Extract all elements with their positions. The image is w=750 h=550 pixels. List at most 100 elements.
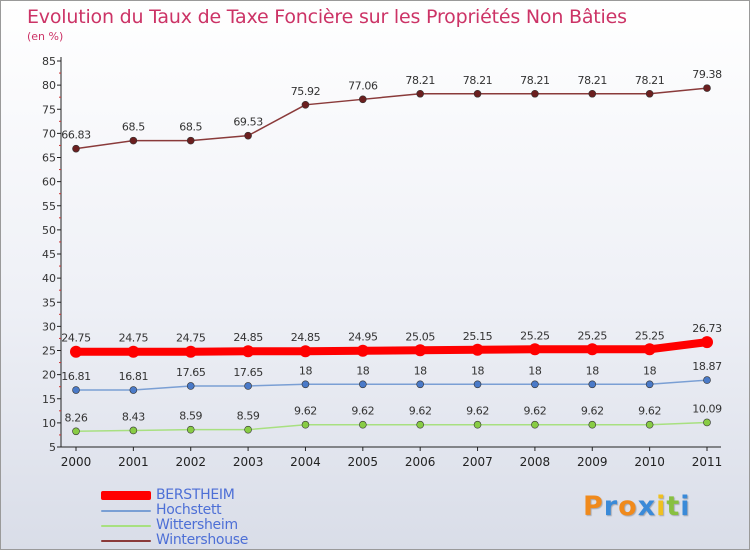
data-point-wittersheim bbox=[359, 420, 367, 429]
data-label-wittersheim: 10.09 bbox=[692, 402, 722, 415]
data-label-wintershouse: 78.21 bbox=[463, 74, 493, 87]
data-point-berstheim bbox=[643, 343, 656, 356]
data-point-berstheim bbox=[184, 345, 197, 358]
x-tick-label: 2003 bbox=[233, 455, 264, 469]
data-point-hochstett bbox=[359, 380, 367, 389]
data-point-wintershouse bbox=[645, 89, 654, 98]
data-label-wintershouse: 68.5 bbox=[179, 121, 202, 134]
legend-label-wittersheim: Wittersheim bbox=[156, 517, 238, 533]
x-tick-label: 2008 bbox=[520, 455, 551, 469]
data-label-hochstett: 16.81 bbox=[61, 370, 91, 383]
y-tick-label: 40 bbox=[42, 272, 56, 285]
y-tick-label: 30 bbox=[42, 320, 56, 333]
data-point-wittersheim bbox=[703, 418, 711, 427]
data-label-wittersheim: 8.43 bbox=[122, 410, 145, 423]
data-label-wintershouse: 78.21 bbox=[635, 74, 665, 87]
data-label-wittersheim: 9.62 bbox=[523, 405, 546, 418]
chart-subtitle: (en %) bbox=[27, 30, 64, 43]
y-tick-label: 80 bbox=[42, 79, 56, 92]
y-tick-label: 10 bbox=[42, 417, 56, 430]
series-line-hochstett bbox=[75, 379, 708, 391]
logo-letter: o bbox=[618, 491, 638, 522]
y-tick-label: 20 bbox=[42, 369, 56, 382]
data-point-wittersheim bbox=[129, 426, 138, 435]
data-point-wintershouse bbox=[473, 89, 482, 98]
x-tick-label: 2002 bbox=[175, 455, 206, 469]
data-point-berstheim bbox=[528, 343, 541, 356]
data-point-wintershouse bbox=[301, 101, 310, 109]
y-tick-label: 60 bbox=[42, 176, 56, 189]
chart-title: Evolution du Taux de Taxe Foncière sur l… bbox=[27, 6, 627, 28]
data-point-wittersheim bbox=[186, 425, 195, 434]
data-point-wittersheim bbox=[301, 420, 310, 429]
data-point-wittersheim bbox=[645, 420, 654, 429]
y-tick-label: 5 bbox=[49, 441, 56, 454]
data-label-berstheim: 24.75 bbox=[176, 332, 206, 345]
series-layer: 66.83 68.5 68.5 69.53 75.92 77.06 78.21 78.21 78… bbox=[61, 68, 723, 436]
data-point-wintershouse bbox=[359, 95, 367, 104]
data-point-wintershouse bbox=[416, 89, 424, 98]
y-tick-label: 35 bbox=[42, 296, 56, 309]
y-tick-label: 25 bbox=[42, 345, 56, 358]
data-point-hochstett bbox=[72, 386, 80, 394]
data-label-hochstett: 18 bbox=[356, 364, 370, 377]
data-point-hochstett bbox=[129, 386, 138, 394]
x-tick-label: 2000 bbox=[61, 455, 92, 469]
data-label-wintershouse: 78.21 bbox=[520, 74, 550, 87]
logo-letter: i bbox=[680, 491, 691, 522]
data-point-hochstett bbox=[703, 376, 711, 384]
data-label-wintershouse: 69.53 bbox=[233, 116, 263, 129]
data-label-berstheim: 24.95 bbox=[348, 331, 378, 344]
data-point-wintershouse bbox=[588, 89, 597, 98]
data-point-berstheim bbox=[471, 343, 484, 356]
proxiti-logo: Proxiti bbox=[583, 491, 691, 522]
y-tick-label: 75 bbox=[42, 103, 56, 116]
y-tick-label: 15 bbox=[42, 393, 56, 406]
data-point-wittersheim bbox=[244, 425, 252, 434]
data-point-hochstett bbox=[645, 380, 654, 389]
data-label-wintershouse: 79.38 bbox=[692, 68, 722, 81]
data-label-hochstett: 17.65 bbox=[233, 366, 263, 379]
data-label-wittersheim: 9.62 bbox=[466, 405, 489, 418]
y-tick-label: 55 bbox=[42, 200, 56, 213]
data-label-wittersheim: 8.59 bbox=[179, 410, 202, 423]
x-tick-label: 2011 bbox=[692, 455, 723, 469]
data-point-hochstett bbox=[416, 380, 424, 389]
data-point-wittersheim bbox=[588, 420, 597, 429]
series-line-berstheim bbox=[72, 338, 711, 356]
logo-letter: r bbox=[603, 491, 619, 522]
data-label-wintershouse: 68.5 bbox=[122, 121, 145, 134]
data-label-wittersheim: 9.62 bbox=[409, 405, 432, 418]
data-point-hochstett bbox=[588, 380, 597, 389]
data-label-wittersheim: 9.62 bbox=[294, 405, 317, 418]
data-point-berstheim bbox=[299, 345, 312, 358]
data-point-wittersheim bbox=[72, 427, 80, 436]
legend-label-berstheim: BERSTHEIM bbox=[156, 487, 235, 503]
data-point-wintershouse bbox=[244, 131, 252, 140]
legend-swatch-wintershouse bbox=[101, 540, 151, 542]
data-point-wintershouse bbox=[72, 144, 80, 153]
data-label-berstheim: 24.75 bbox=[61, 332, 91, 345]
data-point-berstheim bbox=[701, 336, 713, 349]
data-label-wintershouse: 66.83 bbox=[61, 129, 91, 142]
y-tick-label: 50 bbox=[42, 224, 56, 237]
data-point-berstheim bbox=[127, 345, 140, 358]
data-label-berstheim: 25.05 bbox=[405, 330, 435, 343]
data-point-berstheim bbox=[586, 343, 599, 356]
data-label-wintershouse: 75.92 bbox=[291, 85, 321, 98]
data-point-wittersheim bbox=[416, 420, 424, 429]
data-point-wintershouse bbox=[703, 84, 711, 92]
data-label-hochstett: 18 bbox=[471, 364, 485, 377]
data-label-wintershouse: 77.06 bbox=[348, 79, 378, 92]
legend-label-hochstett: Hochstett bbox=[156, 502, 222, 518]
y-tick-label: 70 bbox=[42, 127, 56, 140]
legend-label-wintershouse: Wintershouse bbox=[156, 532, 249, 548]
data-label-hochstett: 18 bbox=[414, 364, 428, 377]
data-label-wintershouse: 78.21 bbox=[578, 74, 608, 87]
data-point-berstheim bbox=[70, 345, 82, 358]
x-tick-label: 2010 bbox=[634, 455, 665, 469]
data-label-hochstett: 18 bbox=[299, 364, 313, 377]
x-tick-label: 2007 bbox=[462, 455, 493, 469]
